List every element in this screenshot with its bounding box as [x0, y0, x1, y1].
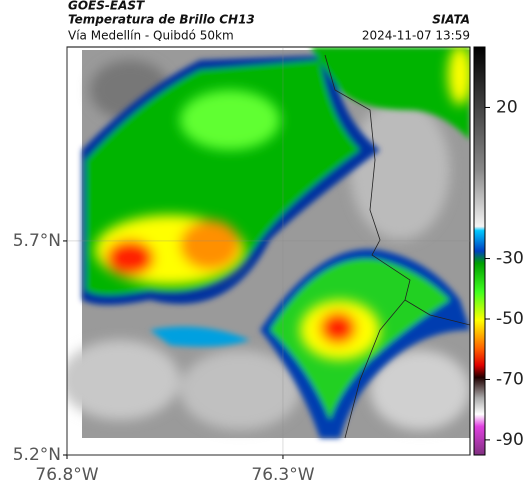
source: SIATA [432, 13, 470, 27]
subtitle: Temperatura de Brillo CH13 [68, 13, 255, 27]
colorbar [473, 46, 486, 456]
colorbar-tick-label: 20 [496, 97, 518, 117]
colorbar-tick-label: -70 [496, 369, 524, 389]
datetime: 2024-11-07 13:59 [362, 29, 470, 43]
route: Vía Medellín - Quibdó 50km [68, 29, 234, 43]
x-tick-label: 76.8°W [35, 465, 98, 485]
x-tick-label: 76.3°W [251, 465, 314, 485]
colorbar-tick-label: -30 [496, 249, 524, 269]
y-tick-label: 5.2°N [13, 445, 61, 465]
colorbar-tick-label: -90 [496, 430, 524, 450]
satellite-image [67, 47, 470, 455]
y-tick-label: 5.7°N [13, 231, 61, 251]
title: GOES-EAST [68, 0, 145, 13]
colorbar-tick-label: -50 [496, 309, 524, 329]
